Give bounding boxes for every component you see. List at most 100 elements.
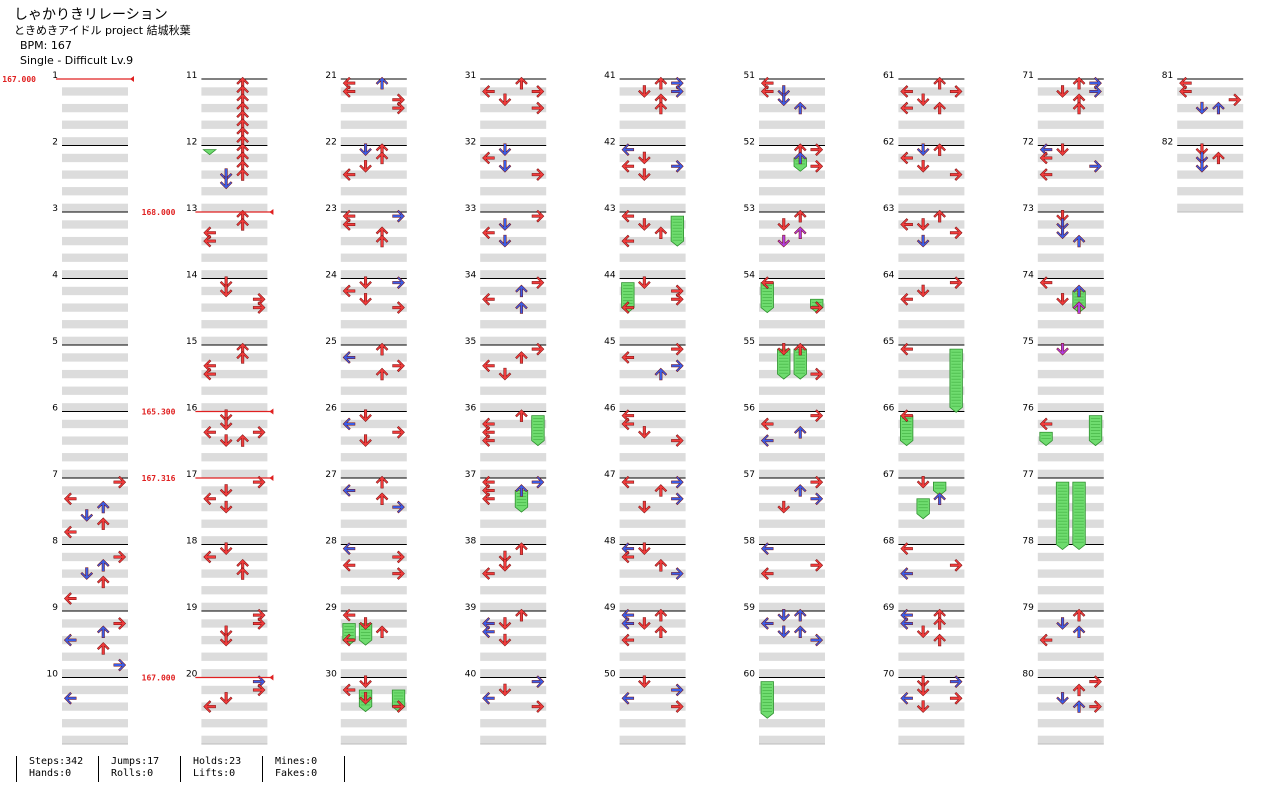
arrow-shape (63, 633, 77, 647)
measure-80: 80 (1022, 670, 1104, 744)
arrow-u-icon (236, 351, 249, 364)
beat-band (898, 187, 965, 196)
arrow-u-icon (96, 642, 110, 655)
beat-band (340, 320, 407, 329)
arrow-d-icon (1195, 101, 1209, 115)
beat-band (1037, 469, 1104, 478)
beat-band (340, 702, 407, 711)
arrow-r-icon (1089, 76, 1102, 90)
arrow-l-icon (482, 492, 495, 506)
arrow-shape (654, 226, 668, 239)
arrow-shape (760, 434, 774, 447)
arrow-d-icon (219, 276, 233, 289)
beat-band (1037, 270, 1104, 279)
measure-number: 54 (744, 271, 756, 281)
beat-band (759, 469, 825, 478)
arrow-shape (1039, 168, 1053, 181)
beat-band (340, 103, 407, 113)
bpm-label: 167.000 (2, 75, 36, 84)
arrow-d-icon (777, 234, 791, 248)
arrow-u-icon (96, 500, 110, 514)
arrow-shape (621, 209, 635, 223)
arrow-shape (219, 284, 233, 298)
measure-number: 80 (1022, 670, 1034, 680)
beat-band (898, 270, 965, 279)
beat-band (619, 336, 686, 345)
arrow-shape (359, 675, 372, 688)
measure-number: 81 (1162, 71, 1173, 81)
beat-band (340, 586, 407, 595)
beat-band (201, 187, 268, 196)
arrow-shape (638, 276, 651, 289)
arrow-shape (810, 159, 824, 173)
beat-band (619, 386, 686, 395)
beat-band (62, 170, 128, 179)
arrow-shape (933, 209, 946, 223)
bpm-change: 168.000 (142, 208, 274, 217)
arrow-shape (777, 500, 791, 514)
arrow-d-icon (80, 567, 94, 580)
measure-6: 6 (52, 404, 128, 478)
beat-band (480, 303, 547, 312)
beat-band (340, 336, 407, 345)
measure-10: 10 (47, 670, 128, 744)
arrow-shape (621, 409, 635, 422)
beat-band (619, 419, 686, 429)
beat-band (1037, 685, 1104, 695)
beat-band (1037, 552, 1104, 562)
arrow-l-icon (621, 633, 635, 647)
arrow-shape (671, 85, 684, 98)
beat-band (1177, 137, 1244, 146)
measure-68: 68 (883, 537, 965, 611)
measure-number: 35 (465, 337, 476, 347)
arrow-shape (392, 500, 405, 514)
arrow-shape (760, 542, 774, 555)
beat-band (1037, 87, 1104, 96)
arrow-u-icon (933, 101, 946, 115)
arrow-u-icon (1072, 625, 1086, 638)
arrow-l-icon (900, 542, 913, 555)
beat-band (340, 303, 407, 312)
arrow-shape (916, 160, 930, 173)
beat-band (480, 469, 547, 478)
measure-69: 69 (883, 603, 965, 678)
arrow-shape (777, 218, 791, 231)
measure-52: 52 (744, 138, 825, 212)
beat-band (62, 619, 128, 628)
arrow-l-icon (203, 425, 216, 439)
beat-band (201, 103, 268, 113)
measure-42: 42 (604, 138, 686, 212)
arrow-shape (375, 342, 389, 356)
arrow-shape (498, 234, 512, 248)
arrow-d-icon (1195, 151, 1209, 165)
beat-band (759, 702, 825, 711)
beat-band (898, 170, 965, 179)
beat-band (201, 236, 268, 246)
arrow-r-icon (810, 159, 824, 173)
beat-band (1037, 536, 1104, 545)
beat-band (480, 486, 547, 495)
beat-band (898, 120, 965, 129)
measure-number: 55 (744, 337, 755, 347)
arrow-l-icon (482, 434, 495, 447)
arrow-shape (342, 76, 356, 90)
arrow-l-icon (203, 550, 216, 564)
arrow-r-icon (531, 700, 545, 713)
beat-band (1177, 103, 1244, 113)
beat-band (340, 369, 407, 379)
arrow-shape (916, 284, 930, 298)
arrow-d-icon (80, 509, 94, 522)
measure-number: 49 (604, 603, 616, 613)
arrow-shape (900, 608, 913, 622)
beat-band (759, 552, 825, 562)
arrow-shape (342, 633, 356, 647)
measure-number: 61 (883, 71, 894, 81)
beat-band (898, 87, 965, 96)
measure-number: 46 (604, 404, 616, 414)
arrow-d-icon (777, 85, 791, 98)
beat-band (480, 286, 547, 296)
arrow-d-icon (777, 608, 791, 622)
measure-26: 26 (325, 404, 407, 478)
beat-band (759, 519, 825, 528)
measure-number: 82 (1162, 138, 1173, 148)
